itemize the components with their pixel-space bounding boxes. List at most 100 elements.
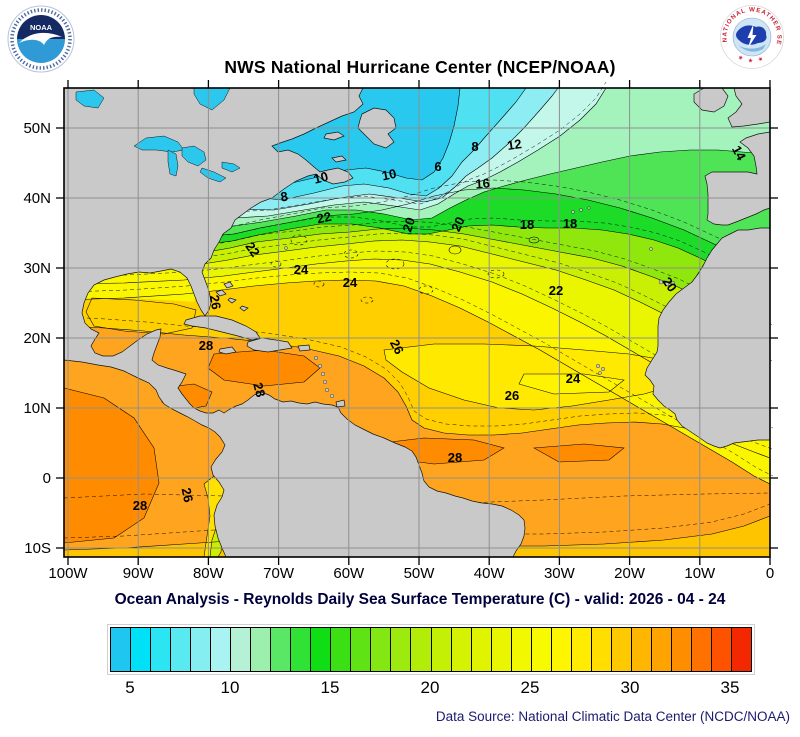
colorbar-cell [171,628,192,671]
page-title: NWS National Hurricane Center (NCEP/NOAA… [224,57,616,77]
colorbar-cell [491,628,512,671]
land-masses [63,87,771,558]
pacific-warm-pool [63,387,160,544]
nws-logo: NATIONAL WEATHER SERVICE ★ ★ ★ [720,5,784,69]
colorbar-tick-label: 25 [520,678,540,697]
lat-axis-label: 50N [23,120,51,137]
contour-label: 22 [549,283,563,298]
colorbar-cell [471,628,492,671]
temperature-colorbar [107,624,755,675]
colorbar-cell [131,628,152,671]
colorbar-cell [211,628,232,671]
lat-axis-label: 40N [23,190,51,207]
colorbar-cell [631,628,652,671]
contour-label: 24 [343,275,358,290]
nws-logo-stars: ★ ★ ★ [737,54,767,65]
lon-axis-label: 10W [684,565,716,582]
colorbar-cell [691,628,712,671]
map-caption: Ocean Analysis - Reynolds Daily Sea Surf… [114,591,726,608]
lon-axis-label: 60W [333,565,365,582]
colorbar-cell [731,628,751,671]
contour-label: 28 [133,498,147,513]
colorbar-cell [231,628,252,671]
contour-label: 28 [250,381,268,399]
colorbar-cell [331,628,352,671]
contour-label: 18 [563,216,577,231]
colorbar-tick-label: 35 [720,678,740,697]
noaa-logo-sky [17,15,65,39]
lat-axis-label: 10N [23,400,51,417]
tropical-cool-wedge-core [518,373,625,395]
noaa-logo-text: NOAA [30,23,53,32]
noaa-logo-sea [17,39,65,63]
colorbar-cell [391,628,412,671]
contour-label: 24 [566,371,581,386]
lat-axis-label: 30N [23,260,51,277]
lat-axis-label: 0 [43,470,51,487]
colorbar-cell [431,628,452,671]
nws-logo-sea [738,44,766,52]
contour-label: 22 [242,239,263,259]
contour-label: 26 [179,486,197,503]
sst-map: 100W 90W 80W 70W 60W 50W 40W 30W 20W 10W 0 50N 40N 30… [12,78,787,583]
contour-label: 10 [312,169,330,187]
colorbar-cell [151,628,172,671]
contour-label: 20 [399,215,418,233]
contour-label: 16 [475,175,491,191]
colorbar-cell [111,628,132,671]
colorbar-cell [411,628,432,671]
equatorial-warm-pocket-2 [533,443,625,463]
contour-label: 26 [505,388,519,403]
colorbar-tick-label: 10 [220,678,240,697]
contour-label: 8 [279,189,289,205]
colorbar-cell [531,628,552,671]
contour-label: 8 [471,139,478,154]
lon-axis-label: 90W [123,565,155,582]
colorbar-tick-label: 20 [420,678,440,697]
caribbean-warm-pocket [207,349,321,387]
colorbar-cell [251,628,272,671]
contour-label: 6 [434,159,441,174]
colorbar-cell [551,628,572,671]
lon-axis-label: 70W [263,565,295,582]
colorbar-cell [451,628,472,671]
lon-axis-label: 80W [193,565,225,582]
colorbar-cell [611,628,632,671]
contour-label: 28 [448,450,462,465]
contour-label: 20 [448,214,468,233]
lon-axis-label: 100W [48,565,88,582]
colorbar-cell [591,628,612,671]
contour-label: 18 [520,217,534,232]
contour-label: 28 [199,338,213,353]
noaa-logo-ring-text [10,8,72,70]
colorbar-cell [351,628,372,671]
colorbar-cell [651,628,672,671]
colorbar-cell [311,628,332,671]
lon-axis-label: 50W [404,565,436,582]
colorbar-cell [271,628,292,671]
colorbar-cell [671,628,692,671]
lon-axis-label: 20W [614,565,646,582]
sst-map-svg: 100W 90W 80W 70W 60W 50W 40W 30W 20W 10W 0 50N 40N 30… [23,80,778,582]
noaa-logo: NOAA [7,5,75,73]
axes: 100W 90W 80W 70W 60W 50W 40W 30W 20W 10W 0 50N 40N 30… [23,80,778,582]
colorbar-cell [371,628,392,671]
colorbar-tick-label: 30 [620,678,640,697]
contour-label: 26 [387,337,407,357]
gulf-of-mexico-gold [85,297,197,335]
contour-label: 22 [315,209,332,227]
colorbar-cell [291,628,312,671]
lat-axis-label: 10S [24,540,51,557]
colorbar-tick-labels: 5 10 15 20 25 30 35 [110,678,750,700]
colorbar-cell [711,628,732,671]
contour-label: 26 [207,294,224,311]
contour-label: 24 [294,262,309,277]
map-border [63,87,771,558]
lat-axis-label: 20N [23,330,51,347]
colorbar-tick-label: 15 [320,678,340,697]
contour-label: 10 [380,166,397,184]
contour-label: 20 [659,274,680,294]
nws-logo-lightning [747,24,757,48]
colorbar-tick-label: 5 [125,678,135,697]
